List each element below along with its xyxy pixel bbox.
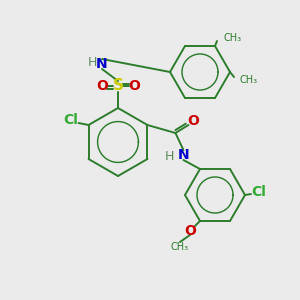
- Text: O: O: [188, 114, 200, 128]
- Text: O: O: [184, 224, 196, 238]
- Text: Cl: Cl: [252, 185, 266, 199]
- Text: O: O: [128, 79, 140, 93]
- Text: H: H: [165, 151, 174, 164]
- Text: Cl: Cl: [63, 113, 78, 127]
- Text: N: N: [96, 57, 108, 71]
- Text: S: S: [112, 79, 124, 94]
- Text: CH₃: CH₃: [171, 242, 189, 252]
- Text: CH₃: CH₃: [240, 75, 258, 85]
- Text: H: H: [87, 56, 97, 68]
- Text: O: O: [96, 79, 108, 93]
- Text: CH₃: CH₃: [223, 33, 241, 43]
- Text: N: N: [178, 148, 189, 162]
